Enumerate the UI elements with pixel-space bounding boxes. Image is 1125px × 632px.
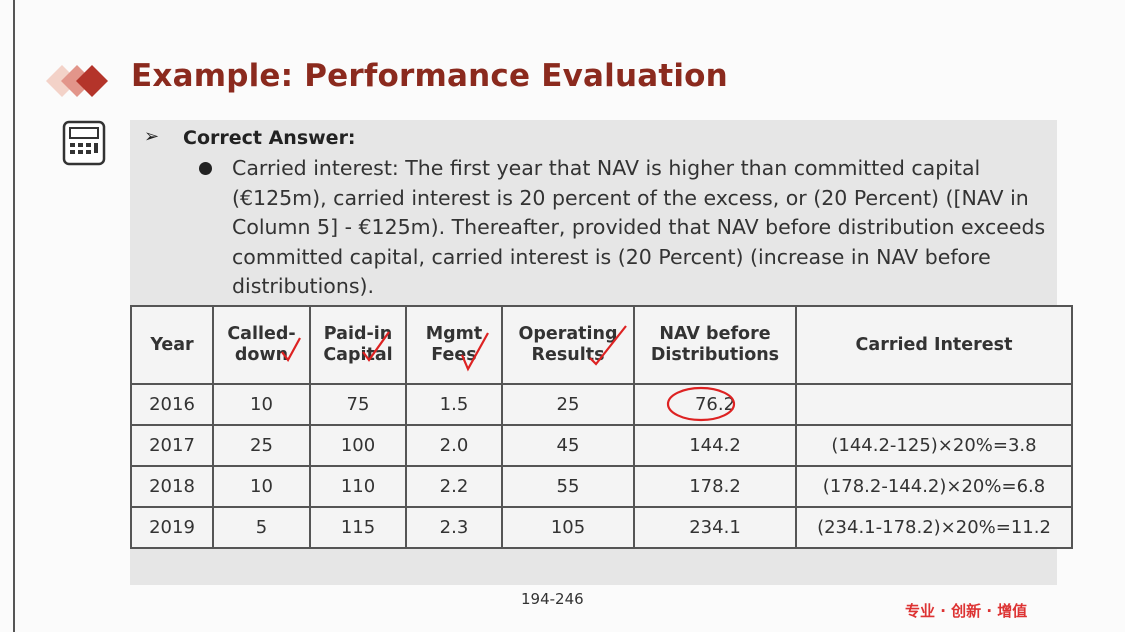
table-cell: 10 <box>212 383 311 426</box>
table-cell: 10 <box>212 465 311 508</box>
table-row: 2016 10 75 1.5 25 76.2 <box>130 383 1073 426</box>
title: Example: Performance Evaluation <box>131 58 728 94</box>
edge <box>13 0 15 632</box>
table-cell: 2018 <box>130 465 214 508</box>
table-cell: 110 <box>309 465 407 508</box>
table-cell: 1.5 <box>405 383 503 426</box>
column-header: NAV before Distributions <box>633 305 797 385</box>
table-row: 2019 5 115 2.3 105 234.1 (234.1-178.2)×20%=11.… <box>130 506 1073 549</box>
table-cell: 2.2 <box>405 465 503 508</box>
bullet-text: Carried interest: The first year that NA… <box>232 156 1046 298</box>
table-cell: 2.3 <box>405 506 503 549</box>
table-row: 2018 10 110 2.2 55 178.2 (178.2-144.2)×20%=6.8 <box>130 465 1073 508</box>
bullet-dot <box>199 162 212 175</box>
header-row: Year Called-down Paid-in Capital Mgmt Fees O… <box>130 305 1073 385</box>
table-cell: 25 <box>212 424 311 467</box>
column-header: Paid-in Capital <box>309 305 407 385</box>
table-cell: 2.0 <box>405 424 503 467</box>
table-cell: 2019 <box>130 506 214 549</box>
table-cell: 115 <box>309 506 407 549</box>
table-row: 2017 25 100 2.0 45 144.2 (144.2-125)×20%=3.8 <box>130 424 1073 467</box>
section-label: Correct Answer: <box>183 127 356 149</box>
table: Year Called-down Paid-in Capital Mgmt Fees O… <box>130 305 1073 549</box>
column-header: Year <box>130 305 214 385</box>
column-header: Carried Interest <box>795 305 1073 385</box>
column-header: Mgmt Fees <box>405 305 503 385</box>
table-cell: 144.2 <box>633 424 797 467</box>
table-cell: 105 <box>501 506 635 549</box>
table-cell: (234.1-178.2)×20%=11.2 <box>795 506 1073 549</box>
table-cell: 2016 <box>130 383 214 426</box>
table-cell: 5 <box>212 506 311 549</box>
slogan: 专业 · 创新 · 增值 <box>905 602 1028 620</box>
table-cell: 234.1 <box>633 506 797 549</box>
table-cell: 2017 <box>130 424 214 467</box>
table-cell: 178.2 <box>633 465 797 508</box>
column-header: Called-down <box>212 305 311 385</box>
table-cell: 55 <box>501 465 635 508</box>
table-cell: 25 <box>501 383 635 426</box>
page-number: 194-246 <box>521 590 584 608</box>
table-cell: 45 <box>501 424 635 467</box>
icons <box>46 65 108 166</box>
table-cell: (178.2-144.2)×20%=6.8 <box>795 465 1073 508</box>
column-header: Operating Results <box>501 305 635 385</box>
arrow: ➢ <box>144 126 160 147</box>
table-cell: 75 <box>309 383 407 426</box>
table-cell: 100 <box>309 424 407 467</box>
table-cell <box>795 383 1073 426</box>
table-cell: (144.2-125)×20%=3.8 <box>795 424 1073 467</box>
